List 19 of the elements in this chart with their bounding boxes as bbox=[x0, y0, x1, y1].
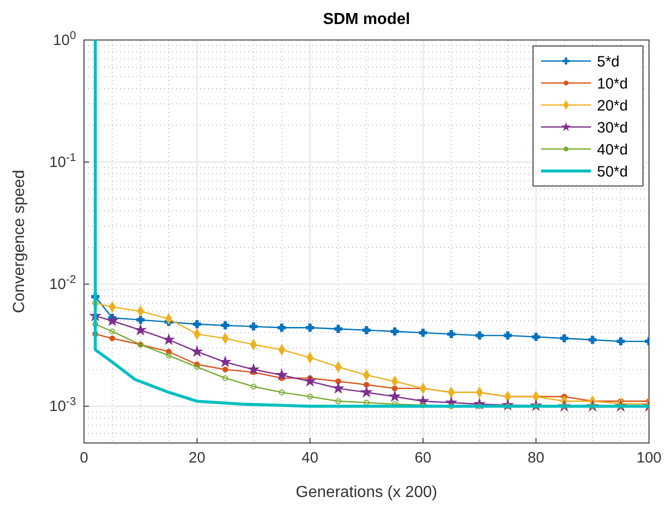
legend-label: 10*d bbox=[597, 75, 628, 92]
legend-label: 30*d bbox=[597, 119, 628, 136]
x-tick-label: 20 bbox=[188, 450, 206, 466]
y-axis-title: Convergence speed bbox=[11, 170, 28, 314]
y-tick-label: 10$^{-1}$ bbox=[49, 152, 76, 171]
x-tick-label: 0 bbox=[80, 450, 88, 466]
x-axis-title: Generations (x 200) bbox=[296, 484, 438, 501]
legend-label: 5*d bbox=[597, 53, 620, 70]
x-tick-label: 80 bbox=[528, 450, 544, 466]
legend-label: 20*d bbox=[597, 97, 628, 114]
legend-label: 40*d bbox=[597, 141, 628, 158]
y-tick-label: 10$^{-3}$ bbox=[49, 396, 76, 416]
y-tick-label: 10$^{0}$ bbox=[53, 30, 76, 49]
y-tick-label: 10$^{-2}$ bbox=[49, 274, 76, 293]
x-tick-label: 40 bbox=[302, 450, 318, 466]
legend-label: 50*d bbox=[597, 163, 628, 180]
chart-title: SDM model bbox=[322, 11, 410, 28]
x-tick-label: 100 bbox=[636, 450, 662, 466]
x-tick-label: 60 bbox=[414, 450, 432, 466]
